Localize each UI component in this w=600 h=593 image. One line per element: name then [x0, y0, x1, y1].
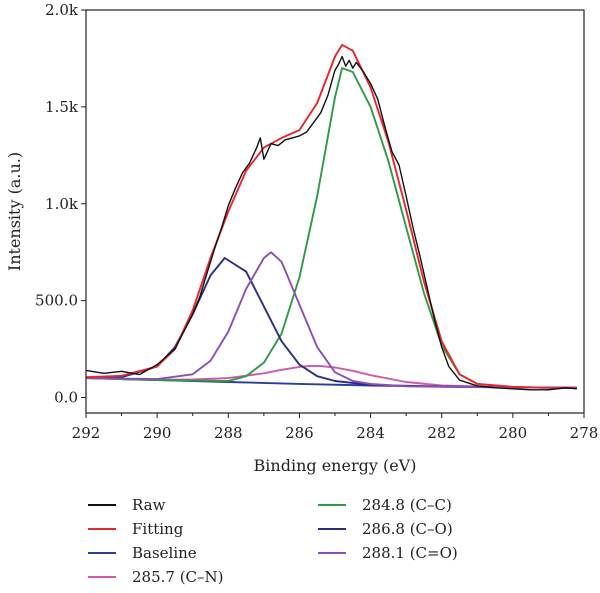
- y-tick-label: 1.5k: [45, 98, 79, 116]
- legend-285-7-c-n-label: 285.7 (C–N): [132, 568, 224, 586]
- legend-fitting-label: Fitting: [132, 520, 184, 538]
- legend-baseline-label: Baseline: [132, 544, 197, 562]
- series-288-1-c-o-line: [85, 251, 577, 389]
- y-tick-label: 0.0: [54, 389, 78, 407]
- x-axis-label: Binding energy (eV): [254, 456, 417, 475]
- y-axis-label: Intensity (a.u.): [5, 152, 24, 271]
- legend-286-8-c-o-label: 286.8 (C–O): [362, 520, 453, 538]
- x-tick-label: 290: [143, 424, 172, 442]
- x-tick-label: 282: [427, 424, 456, 442]
- x-tick-label: 284: [356, 424, 385, 442]
- series-fitting-line: [85, 43, 577, 389]
- x-tick-label: 292: [72, 424, 101, 442]
- x-tick-label: 288: [214, 424, 243, 442]
- series-raw-line: [85, 55, 577, 391]
- y-tick-label: 500.0: [35, 292, 78, 310]
- x-tick-label: 286: [285, 424, 314, 442]
- legend: Raw Fitting Baseline 285.7 (C–N) 284.8 (C–C)…: [88, 496, 458, 586]
- legend-284-8-c-c-label: 284.8 (C–C): [362, 496, 452, 514]
- legend-raw-label: Raw: [132, 496, 166, 514]
- plot-series: [85, 43, 577, 391]
- y-tick-label: 1.0k: [45, 195, 79, 213]
- series-284-8-c-c-line: [85, 67, 577, 389]
- legend-288-1-c-o-label: 288.1 (C=O): [362, 544, 458, 562]
- y-axis: 0.0 500.0 1.0k 1.5k 2.0k: [35, 1, 86, 407]
- x-tick-label: 280: [499, 424, 528, 442]
- x-axis: 292 290 288 286 284 282 280 278: [72, 413, 599, 442]
- x-tick-label: 278: [570, 424, 599, 442]
- y-tick-label: 2.0k: [45, 1, 79, 19]
- series-285-7-c-n-line: [85, 364, 577, 389]
